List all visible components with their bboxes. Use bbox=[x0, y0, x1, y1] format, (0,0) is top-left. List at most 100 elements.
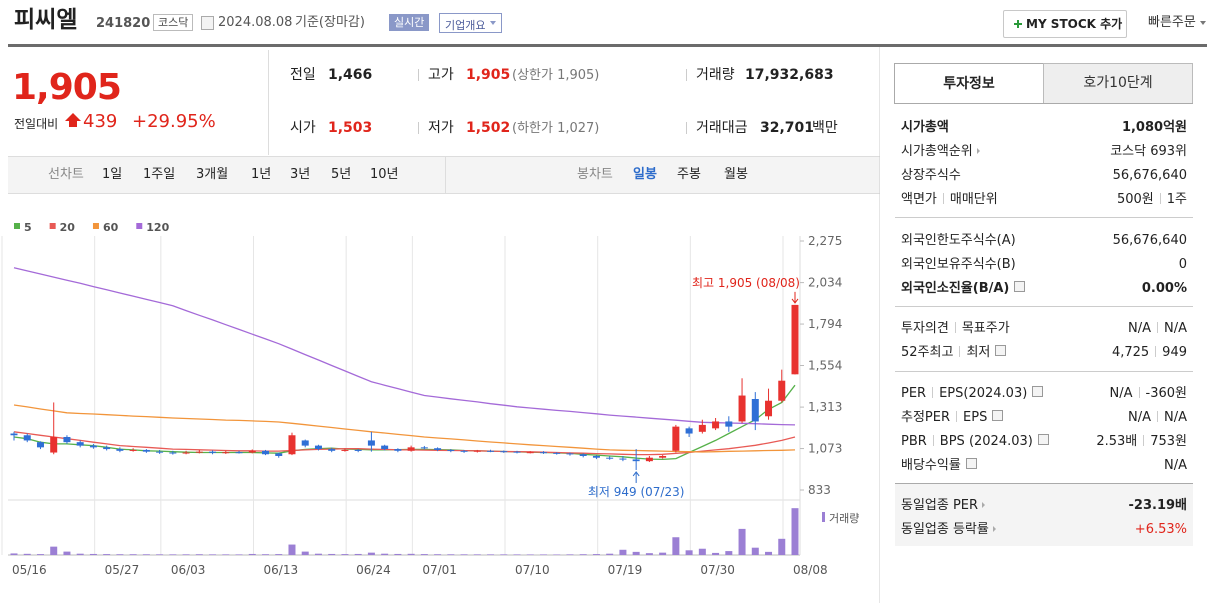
y-tick-label: 1,073 bbox=[808, 442, 842, 456]
volume-bar bbox=[222, 554, 230, 555]
help-icon[interactable] bbox=[1037, 434, 1049, 445]
candle-body bbox=[672, 426, 680, 451]
candle-body bbox=[63, 436, 71, 443]
volume-bar bbox=[235, 554, 243, 555]
volume-bar bbox=[500, 554, 508, 555]
info-label: 외국인보유주식수(B) bbox=[901, 257, 1016, 272]
divider bbox=[268, 50, 269, 155]
volume-bar bbox=[553, 554, 561, 555]
volume-bar bbox=[685, 550, 693, 555]
volume-bar bbox=[89, 553, 97, 555]
tab-active[interactable]: 투자정보 bbox=[894, 63, 1044, 104]
period-tab[interactable]: 1년 bbox=[251, 167, 272, 182]
chart-tabs bbox=[8, 156, 880, 194]
volume-bar bbox=[645, 553, 653, 555]
candle-body bbox=[367, 440, 375, 446]
y-tick-label: 2,034 bbox=[808, 276, 842, 290]
separator bbox=[418, 69, 419, 81]
help-icon[interactable] bbox=[1032, 386, 1044, 397]
rule bbox=[895, 103, 1193, 104]
help-icon[interactable] bbox=[965, 458, 977, 469]
volume-bar bbox=[10, 553, 18, 555]
volume-label: 거래량 bbox=[696, 67, 735, 83]
volume-bar bbox=[103, 554, 111, 555]
candle-body bbox=[619, 458, 627, 460]
period-tab[interactable]: 3년 bbox=[290, 167, 311, 182]
y-tick-label: 1,313 bbox=[808, 400, 842, 414]
lower-limit: (하한가 1,027) bbox=[512, 121, 600, 136]
realtime-badge[interactable]: 실시간 bbox=[389, 14, 430, 31]
candle-body bbox=[394, 449, 402, 451]
volume-bar bbox=[712, 552, 720, 555]
info-label: 52주최고 bbox=[901, 345, 954, 360]
candle-period-tab[interactable]: 월봉 bbox=[724, 167, 748, 182]
candle-body bbox=[434, 448, 442, 450]
candle-body bbox=[553, 452, 561, 454]
rule bbox=[895, 371, 1193, 372]
info-row: 52주최고 최저 4,725 949 bbox=[901, 343, 1187, 363]
help-icon[interactable] bbox=[1014, 281, 1026, 292]
volume-bar bbox=[129, 554, 137, 555]
volume-bar bbox=[407, 553, 415, 555]
volume-bar bbox=[606, 553, 614, 555]
candle-period-tab[interactable]: 일봉 bbox=[633, 167, 657, 182]
period-tab[interactable]: 1주일 bbox=[143, 167, 176, 182]
plus-icon bbox=[1017, 20, 1019, 28]
help-icon[interactable] bbox=[992, 410, 1004, 421]
volume-bar bbox=[36, 554, 44, 555]
candle-body bbox=[513, 451, 521, 453]
candle-body bbox=[381, 445, 389, 450]
candle-body bbox=[209, 451, 217, 453]
legend-swatch bbox=[92, 223, 99, 229]
prev-label: 전일 bbox=[290, 67, 316, 83]
info-row: 시가총액순위 코스닥 693위 bbox=[901, 142, 1187, 162]
info-label: PBR bbox=[901, 434, 927, 449]
tab[interactable]: 호가10단계 bbox=[1043, 63, 1193, 104]
help-icon[interactable] bbox=[995, 345, 1007, 356]
info-value: 753원 bbox=[1150, 434, 1187, 449]
info-label: 상장주식수 bbox=[901, 168, 961, 183]
info-value: N/A bbox=[1164, 321, 1187, 336]
legend-swatch bbox=[14, 223, 20, 229]
separator bbox=[686, 69, 687, 81]
info-row: PBR BPS (2024.03) 2.53배 753원 bbox=[901, 432, 1187, 452]
y-tick-label: 1,794 bbox=[808, 317, 842, 331]
dropdown-arrow bbox=[490, 21, 497, 25]
period-tab[interactable]: 10년 bbox=[370, 167, 399, 182]
candle-body bbox=[275, 453, 283, 456]
high-value: 1,905 bbox=[466, 67, 511, 83]
change: 439 bbox=[83, 111, 118, 132]
volume-bar bbox=[659, 552, 667, 555]
period-tab[interactable]: 1일 bbox=[102, 167, 123, 182]
volume-bar bbox=[513, 554, 521, 555]
industry-box bbox=[895, 483, 1193, 546]
mystock-button[interactable]: MY STOCK 추가 bbox=[1003, 10, 1127, 38]
period-tab[interactable]: 3개월 bbox=[196, 167, 229, 182]
volume-bar bbox=[765, 551, 773, 555]
high-annotation: 최고 1,905 (08/08) bbox=[692, 276, 800, 290]
candle-body bbox=[314, 445, 322, 450]
date-basis: 기준(장마감) bbox=[295, 15, 365, 30]
x-tick-label: 07/10 bbox=[515, 563, 550, 577]
quick-order[interactable]: 빠른주문 bbox=[1148, 15, 1196, 30]
candle-body bbox=[632, 459, 640, 462]
tab-label: 투자정보 bbox=[943, 76, 995, 92]
legend-swatch bbox=[136, 223, 143, 229]
volume-bar bbox=[248, 553, 256, 555]
company-info-button[interactable]: 기업개요 bbox=[439, 13, 503, 33]
candle-body bbox=[566, 453, 574, 455]
info-value: N/A bbox=[1128, 321, 1151, 336]
period-tab[interactable]: 5년 bbox=[331, 167, 352, 182]
annotation-arrowhead bbox=[632, 471, 640, 477]
legend-label: 60 bbox=[103, 221, 119, 234]
x-tick-label: 05/27 bbox=[105, 563, 140, 577]
volume-bar bbox=[116, 554, 124, 555]
x-tick-label: 05/16 bbox=[12, 563, 47, 577]
candle-body bbox=[526, 452, 534, 454]
info-value: N/A bbox=[1128, 410, 1151, 425]
candle-body bbox=[645, 457, 653, 462]
candle-body bbox=[195, 451, 203, 453]
volume-bar bbox=[76, 553, 84, 555]
moving-average bbox=[13, 431, 796, 456]
candle-period-tab[interactable]: 주봉 bbox=[677, 167, 701, 182]
